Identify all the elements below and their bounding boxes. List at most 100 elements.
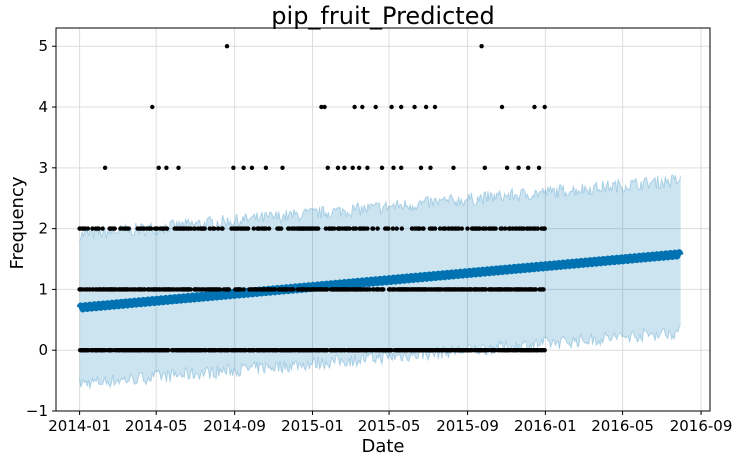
observed-point xyxy=(389,104,394,110)
forecast-line xyxy=(76,249,684,313)
observed-point xyxy=(386,226,391,231)
observed-point xyxy=(316,226,321,231)
observed-point xyxy=(325,348,330,353)
observed-point xyxy=(535,226,540,231)
observed-point xyxy=(423,104,429,110)
observed-point xyxy=(112,226,117,231)
observed-point xyxy=(164,165,169,170)
observed-point xyxy=(365,226,370,231)
forecast-path xyxy=(76,249,684,313)
observed-point xyxy=(188,226,193,231)
observed-point xyxy=(100,226,105,231)
observed-point xyxy=(85,226,91,231)
observed-point xyxy=(350,165,355,170)
observed-point xyxy=(526,165,531,170)
observed-point xyxy=(202,226,207,231)
observed-point xyxy=(155,226,160,231)
observed-point xyxy=(249,165,255,170)
plot-frame xyxy=(55,27,711,412)
y-tick-label: 1 xyxy=(38,280,48,298)
observed-point xyxy=(533,287,538,292)
observed-point xyxy=(418,165,424,170)
x-tick-label: 2014-01 xyxy=(48,417,111,435)
observed-point xyxy=(176,165,181,170)
observed-point xyxy=(437,226,443,231)
observed-point xyxy=(432,226,438,231)
observed-point xyxy=(479,44,484,49)
observed-point xyxy=(212,226,217,231)
observed-point xyxy=(226,287,232,292)
observed-point xyxy=(148,226,154,231)
observed-point xyxy=(215,226,221,231)
observed-point xyxy=(217,287,223,292)
observed-point xyxy=(224,44,230,49)
x-tick-label: 2015-01 xyxy=(281,417,344,435)
observed-point xyxy=(483,287,489,292)
observed-point xyxy=(477,226,482,231)
y-tick-label: 3 xyxy=(38,159,48,177)
observed-point xyxy=(459,226,464,231)
observed-point xyxy=(493,226,498,231)
observed-point xyxy=(483,226,489,231)
observed-point xyxy=(421,226,426,231)
observed-point xyxy=(164,226,170,231)
observed-point xyxy=(432,104,438,110)
x-tick-label: 2014-09 xyxy=(203,417,266,435)
observed-point xyxy=(150,104,155,110)
observed-point xyxy=(399,226,404,231)
observed-point xyxy=(370,226,376,231)
y-tick-label: −1 xyxy=(26,402,48,420)
observed-point xyxy=(353,226,359,231)
observed-point xyxy=(279,226,284,231)
plot-area xyxy=(56,28,710,411)
observed-point xyxy=(325,287,330,292)
x-tick-label: 2016-05 xyxy=(591,417,654,435)
observed-point xyxy=(241,287,246,292)
observed-point xyxy=(504,165,510,170)
x-tick-label: 2016-09 xyxy=(670,417,733,435)
observed-point xyxy=(503,226,508,231)
y-axis-ticks: −1 0 1 2 3 4 5 xyxy=(26,37,56,420)
chart-title: pip_fruit_Predicted xyxy=(271,2,494,30)
observed-point xyxy=(325,165,330,170)
observed-point xyxy=(499,226,505,231)
observed-point xyxy=(443,226,448,231)
y-axis-label: Frequency xyxy=(7,176,28,269)
x-tick-label: 2016-01 xyxy=(514,417,577,435)
observed-point xyxy=(245,226,251,231)
x-tick-label: 2015-09 xyxy=(436,417,499,435)
observed-point xyxy=(207,226,212,231)
observed-point xyxy=(142,287,147,292)
observed-point xyxy=(542,348,547,353)
y-tick-label: 2 xyxy=(38,220,48,238)
observed-point xyxy=(373,104,378,110)
observed-point xyxy=(96,226,101,231)
interval-lower-edge xyxy=(79,325,681,389)
observed-point xyxy=(238,287,243,292)
observed-point xyxy=(220,226,225,231)
observed-point xyxy=(521,226,526,231)
observed-point xyxy=(126,226,131,231)
observed-point xyxy=(263,165,269,170)
observed-point xyxy=(390,226,396,231)
observed-point xyxy=(280,165,285,170)
x-axis-label: Date xyxy=(361,436,404,457)
observed-point xyxy=(456,226,461,231)
observed-point xyxy=(365,165,370,170)
observed-point xyxy=(542,104,547,110)
observed-point xyxy=(251,226,256,231)
observed-point xyxy=(323,226,329,231)
observed-point xyxy=(352,104,357,110)
observed-point xyxy=(532,104,537,110)
observed-point xyxy=(266,226,272,231)
observed-point xyxy=(367,287,373,292)
observed-point xyxy=(536,165,542,170)
x-axis-ticks: 2014-01 2014-05 2014-09 2015-01 2015-05 2015-… xyxy=(48,411,732,435)
observed-point xyxy=(394,226,399,231)
observed-point xyxy=(541,287,546,292)
observed-point xyxy=(465,226,470,231)
observed-point xyxy=(291,287,296,292)
observed-point xyxy=(451,165,456,170)
y-tick-label: 0 xyxy=(38,341,48,359)
observed-point xyxy=(391,165,396,170)
